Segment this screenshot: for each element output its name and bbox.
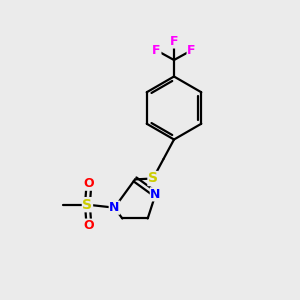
Text: O: O <box>84 177 94 190</box>
Text: S: S <box>82 198 92 212</box>
Text: F: F <box>170 35 178 48</box>
Text: F: F <box>152 44 161 57</box>
Text: O: O <box>84 219 94 232</box>
Text: F: F <box>187 44 196 57</box>
Text: N: N <box>150 188 161 201</box>
Text: N: N <box>109 201 120 214</box>
Text: S: S <box>148 172 158 185</box>
